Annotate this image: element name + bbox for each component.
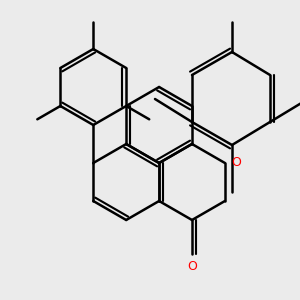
Text: O: O	[231, 157, 241, 169]
Text: O: O	[187, 260, 197, 273]
